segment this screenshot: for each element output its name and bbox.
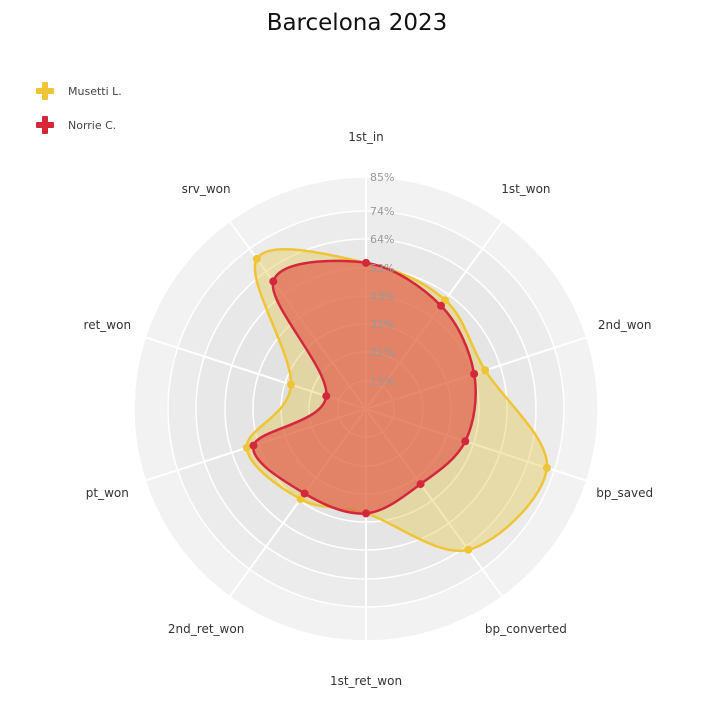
data-point-musetti-l-pt_won [242,443,251,452]
data-point-norrie-c-1st_ret_won [362,509,370,518]
data-point-norrie-c-srv_won [269,277,278,286]
data-point-musetti-l-srv_won [252,254,261,263]
data-point-musetti-l-2nd_ret_won [296,495,305,504]
radial-tick-label-0: 11% [370,375,394,388]
axis-label-pt_won: pt_won [86,486,129,500]
data-point-norrie-c-bp_converted [416,480,425,489]
chart-title: Barcelona 2023 [266,10,448,36]
data-point-musetti-l-bp_converted [464,545,473,554]
axis-label-bp_converted: bp_converted [485,622,567,636]
series-area-norrie-c [252,259,477,515]
radial-tick-label-3: 43% [370,290,394,303]
legend-plus-icon-norrie [36,116,54,134]
legend-label-musetti: Musetti L. [68,84,122,98]
legend-item-musetti[interactable]: Musetti L. [36,82,122,100]
axis-label-2nd_ret_won: 2nd_ret_won [168,622,244,636]
data-point-musetti-l-1st_won [441,296,450,305]
data-point-musetti-l-ret_won [286,380,295,389]
axis-label-bp_saved: bp_saved [596,486,653,500]
data-point-musetti-l-bp_saved [542,463,551,472]
axis-label-1st_won: 1st_won [501,182,550,196]
data-point-norrie-c-ret_won [322,392,331,401]
legend-plus-icon-musetti [36,82,54,100]
radial-tick-label-7: 85% [370,171,394,184]
axis-label-1st_in: 1st_in [348,130,384,144]
legend-item-norrie[interactable]: Norrie C. [36,116,122,134]
data-point-norrie-c-1st_won [437,301,446,310]
data-point-musetti-l-2nd_won [481,366,490,375]
axis-label-2nd_won: 2nd_won [598,318,652,332]
data-point-norrie-c-1st_in [362,258,370,267]
radial-tick-label-2: 32% [370,318,394,331]
axis-label-ret_won: ret_won [84,318,132,332]
data-point-norrie-c-pt_won [249,441,258,450]
legend-label-norrie: Norrie C. [68,118,117,132]
radial-tick-label-5: 64% [370,233,394,246]
data-point-norrie-c-2nd_won [470,369,479,378]
data-point-norrie-c-2nd_ret_won [300,489,309,498]
axis-label-1st_ret_won: 1st_ret_won [330,674,402,688]
legend: Musetti L. Norrie C. [36,82,122,150]
radial-tick-label-1: 21% [370,346,394,359]
radial-tick-label-6: 74% [370,205,394,218]
radial-tick-label-4: 53% [370,262,394,275]
data-point-norrie-c-bp_saved [461,437,470,446]
axis-label-srv_won: srv_won [182,182,231,196]
